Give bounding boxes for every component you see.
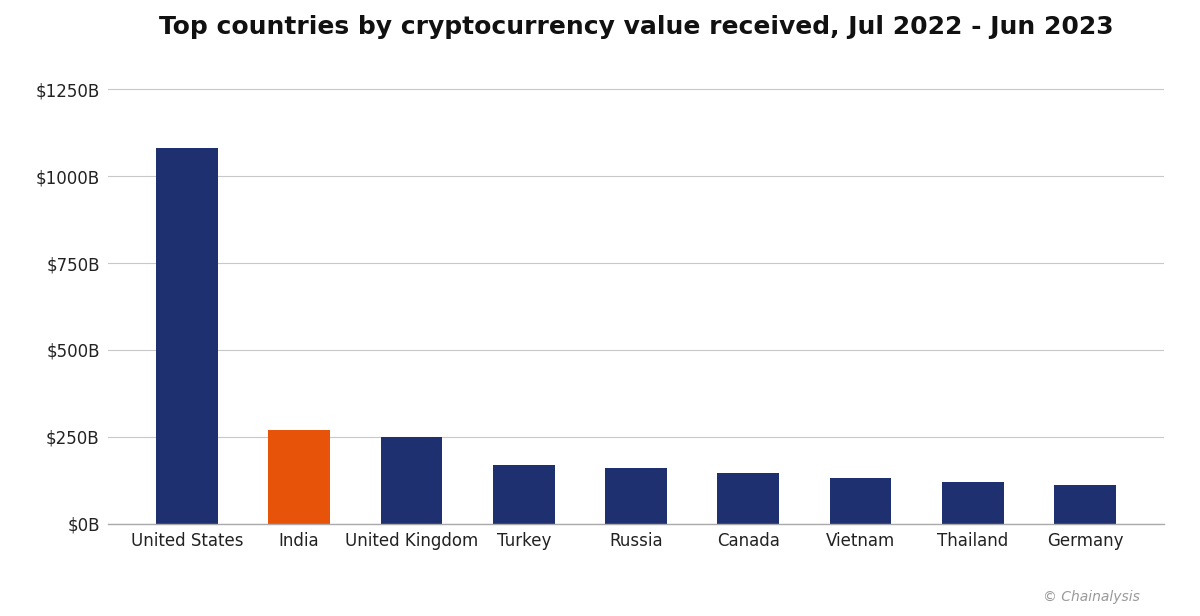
- Text: © Chainalysis: © Chainalysis: [1043, 590, 1140, 604]
- Bar: [269, 430, 330, 524]
- Bar: [156, 148, 217, 524]
- Bar: [493, 464, 554, 524]
- Bar: [1055, 485, 1116, 524]
- Bar: [718, 473, 779, 524]
- Bar: [829, 479, 892, 524]
- Bar: [942, 482, 1003, 524]
- Bar: [380, 437, 443, 524]
- Title: Top countries by cryptocurrency value received, Jul 2022 - Jun 2023: Top countries by cryptocurrency value re…: [158, 15, 1114, 39]
- Bar: [605, 468, 667, 524]
